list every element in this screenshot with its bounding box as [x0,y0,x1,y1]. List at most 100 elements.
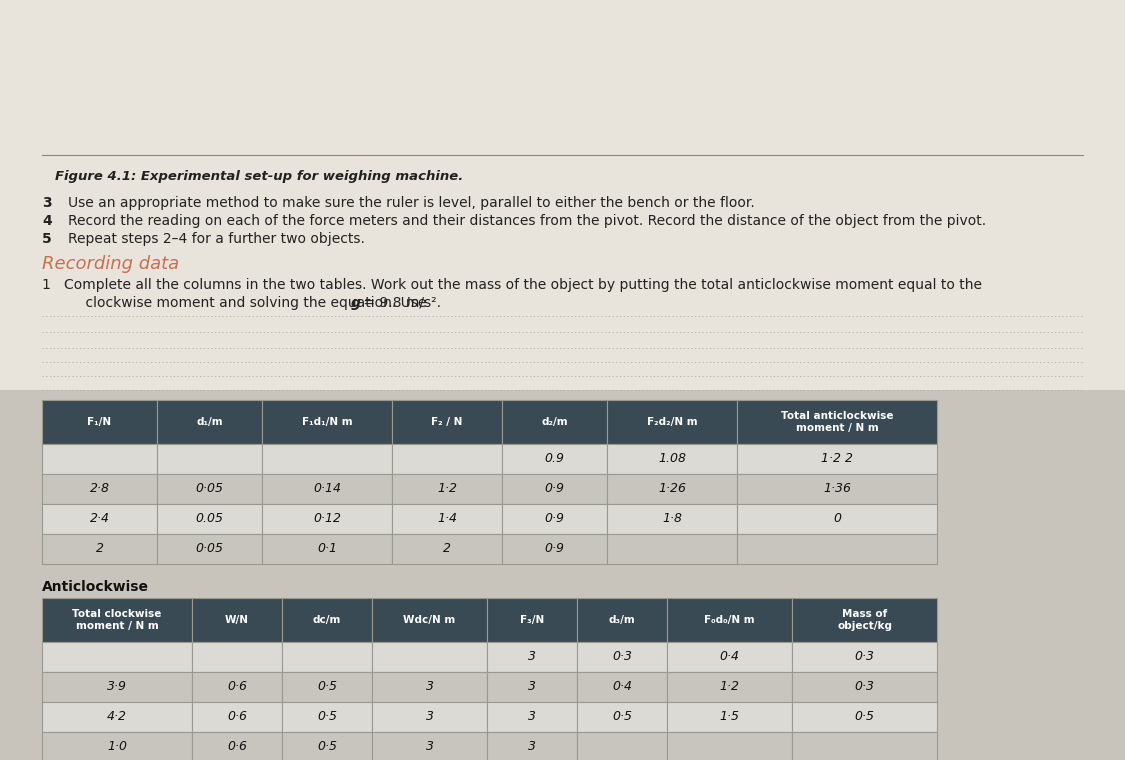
Bar [262,534,392,564]
Bar [282,732,372,760]
Text: 3: 3 [425,740,433,753]
Text: = 9.8 m/s².: = 9.8 m/s². [359,296,441,310]
Bar [192,672,282,702]
Text: W/N: W/N [225,615,249,625]
Bar [487,702,577,732]
Bar [372,702,487,732]
Text: 3·9: 3·9 [107,680,127,693]
Text: 1.08: 1.08 [658,452,686,465]
Bar [282,642,372,672]
Bar [0,0,1125,390]
Text: 0·3: 0·3 [612,651,632,663]
Bar [487,642,577,672]
Bar [487,598,577,642]
Text: 0·3: 0·3 [855,680,874,693]
Text: 3: 3 [528,651,536,663]
Text: dᴄ/m: dᴄ/m [313,615,341,625]
Text: 0·05: 0·05 [196,543,224,556]
Bar [577,598,667,642]
Bar [192,598,282,642]
Bar [792,702,937,732]
Text: F₁d₁/N m: F₁d₁/N m [302,417,352,427]
Bar [262,400,392,444]
Bar [392,534,502,564]
Bar [372,732,487,760]
Text: 0·5: 0·5 [317,680,337,693]
Bar [737,444,937,474]
Text: F₂ / N: F₂ / N [431,417,462,427]
Bar [42,732,192,760]
Text: d₁/m: d₁/m [196,417,223,427]
Bar [792,598,937,642]
Text: F₃/N: F₃/N [520,615,544,625]
Text: F₂d₂/N m: F₂d₂/N m [647,417,698,427]
Text: 5: 5 [42,232,52,246]
Bar [487,732,577,760]
Bar [192,702,282,732]
Bar [282,702,372,732]
Bar [502,474,608,504]
Bar [158,444,262,474]
Text: 2: 2 [96,543,103,556]
Bar [42,642,192,672]
Text: 2·8: 2·8 [90,483,109,496]
Text: 0·5: 0·5 [317,711,337,724]
Text: 0·3: 0·3 [855,651,874,663]
Text: Record the reading on each of the force meters and their distances from the pivo: Record the reading on each of the force … [68,214,987,228]
Text: 0·5: 0·5 [317,740,337,753]
Text: 0·9: 0·9 [544,512,565,525]
Bar [42,598,192,642]
Bar [262,504,392,534]
Bar [737,474,937,504]
Text: 3: 3 [528,680,536,693]
Text: 4·2: 4·2 [107,711,127,724]
Text: Repeat steps 2–4 for a further two objects.: Repeat steps 2–4 for a further two objec… [68,232,364,246]
Bar [502,444,608,474]
Text: g: g [351,296,361,310]
Text: F₁/N: F₁/N [88,417,111,427]
Text: 0·4: 0·4 [720,651,739,663]
Bar [158,504,262,534]
Bar [392,474,502,504]
Text: 1·0: 1·0 [107,740,127,753]
Text: 4: 4 [42,214,52,228]
Text: 3: 3 [528,711,536,724]
Text: 0·9: 0·9 [544,483,565,496]
Bar [737,504,937,534]
Bar [42,504,158,534]
Bar [487,672,577,702]
Text: 1·26: 1·26 [658,483,686,496]
Bar [667,672,792,702]
Text: 3: 3 [425,711,433,724]
Bar [502,400,608,444]
Bar [667,598,792,642]
Text: 0·05: 0·05 [196,483,224,496]
Bar [372,642,487,672]
Bar [192,642,282,672]
Bar [792,672,937,702]
Bar [502,534,608,564]
Bar [577,642,667,672]
Bar [262,474,392,504]
Bar [372,672,487,702]
Bar [392,400,502,444]
Text: 0·9: 0·9 [544,543,565,556]
Bar [42,672,192,702]
Text: 1·36: 1·36 [824,483,850,496]
Bar [502,504,608,534]
Text: Total anticlockwise
moment / N m: Total anticlockwise moment / N m [781,411,893,432]
Bar [577,672,667,702]
Bar [282,598,372,642]
Text: 0·1: 0·1 [317,543,337,556]
Text: Recording data: Recording data [42,255,179,273]
Bar [158,400,262,444]
Bar [42,534,158,564]
Bar [42,702,192,732]
Bar [608,474,737,504]
Bar [667,702,792,732]
Bar [792,732,937,760]
Bar [262,444,392,474]
Text: 1·2: 1·2 [436,483,457,496]
Text: 0·5: 0·5 [612,711,632,724]
Text: 0·4: 0·4 [612,680,632,693]
